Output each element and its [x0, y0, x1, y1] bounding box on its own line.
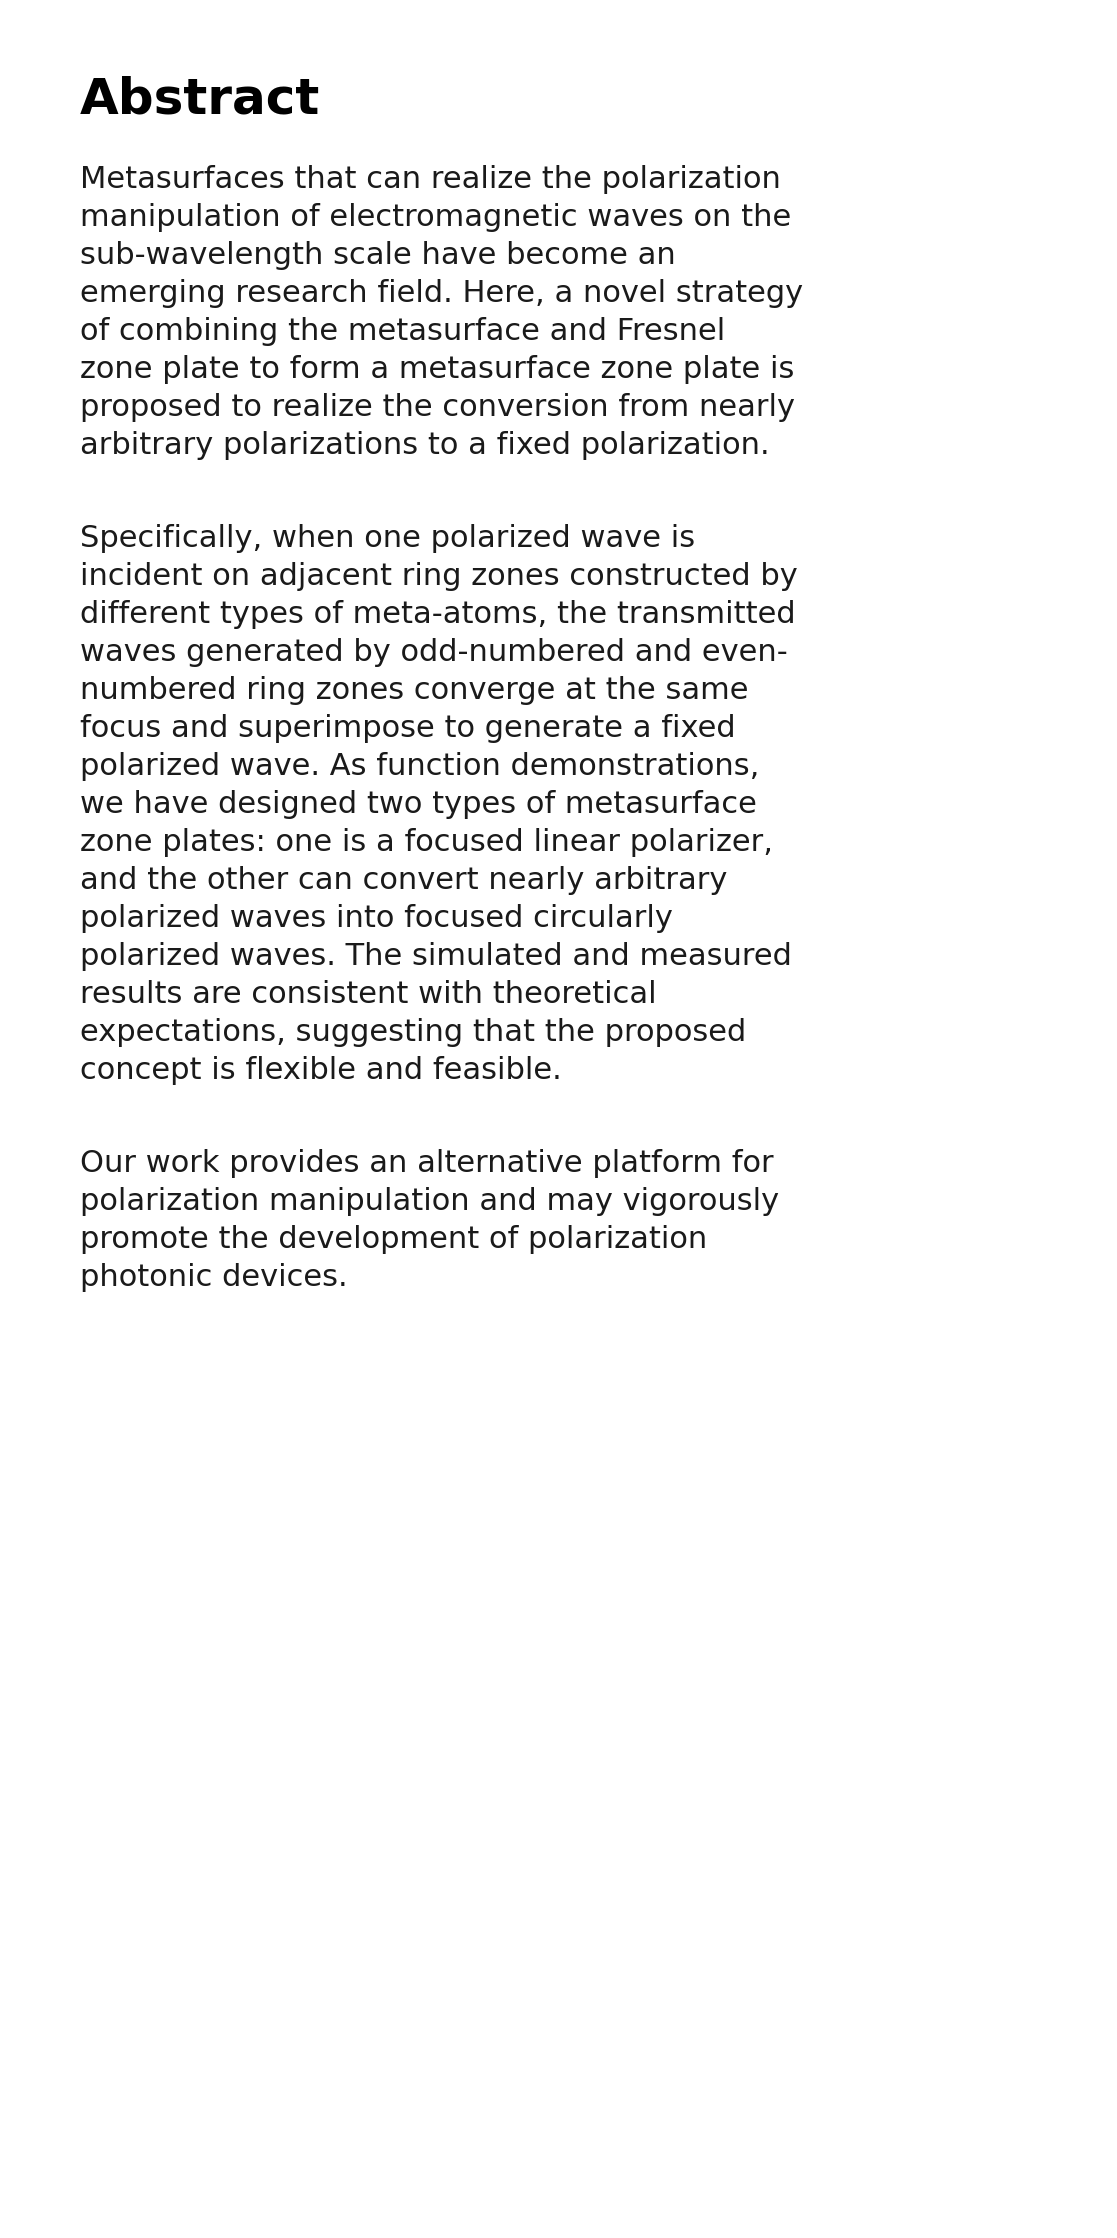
Text: sub-wavelength scale have become an: sub-wavelength scale have become an — [80, 242, 676, 271]
Text: numbered ring zones converge at the same: numbered ring zones converge at the same — [80, 676, 748, 705]
Text: polarized waves into focused circularly: polarized waves into focused circularly — [80, 904, 672, 933]
Text: concept is flexible and feasible.: concept is flexible and feasible. — [80, 1056, 562, 1085]
Text: photonic devices.: photonic devices. — [80, 1262, 347, 1291]
Text: we have designed two types of metasurface: we have designed two types of metasurfac… — [80, 790, 757, 819]
Text: zone plate to form a metasurface zone plate is: zone plate to form a metasurface zone pl… — [80, 356, 794, 385]
Text: proposed to realize the conversion from nearly: proposed to realize the conversion from … — [80, 394, 795, 423]
Text: emerging research field. Here, a novel strategy: emerging research field. Here, a novel s… — [80, 280, 803, 309]
Text: and the other can convert nearly arbitrary: and the other can convert nearly arbitra… — [80, 866, 727, 895]
Text: manipulation of electromagnetic waves on the: manipulation of electromagnetic waves on… — [80, 204, 791, 233]
Text: focus and superimpose to generate a fixed: focus and superimpose to generate a fixe… — [80, 714, 736, 743]
Text: polarized waves. The simulated and measured: polarized waves. The simulated and measu… — [80, 942, 792, 971]
Text: zone plates: one is a focused linear polarizer,: zone plates: one is a focused linear pol… — [80, 828, 773, 857]
Text: waves generated by odd-numbered and even-: waves generated by odd-numbered and even… — [80, 638, 787, 667]
Text: expectations, suggesting that the proposed: expectations, suggesting that the propos… — [80, 1018, 746, 1047]
Text: incident on adjacent ring zones constructed by: incident on adjacent ring zones construc… — [80, 562, 798, 591]
Text: Metasurfaces that can realize the polarization: Metasurfaces that can realize the polari… — [80, 166, 781, 195]
Text: Our work provides an alternative platform for: Our work provides an alternative platfor… — [80, 1148, 774, 1177]
Text: polarization manipulation and may vigorously: polarization manipulation and may vigoro… — [80, 1186, 780, 1215]
Text: arbitrary polarizations to a fixed polarization.: arbitrary polarizations to a fixed polar… — [80, 432, 770, 461]
Text: polarized wave. As function demonstrations,: polarized wave. As function demonstratio… — [80, 752, 760, 781]
Text: results are consistent with theoretical: results are consistent with theoretical — [80, 980, 657, 1009]
Text: Abstract: Abstract — [80, 76, 321, 123]
Text: promote the development of polarization: promote the development of polarization — [80, 1224, 707, 1253]
Text: Specifically, when one polarized wave is: Specifically, when one polarized wave is — [80, 524, 695, 553]
Text: different types of meta-atoms, the transmitted: different types of meta-atoms, the trans… — [80, 600, 795, 629]
Text: of combining the metasurface and Fresnel: of combining the metasurface and Fresnel — [80, 318, 725, 347]
